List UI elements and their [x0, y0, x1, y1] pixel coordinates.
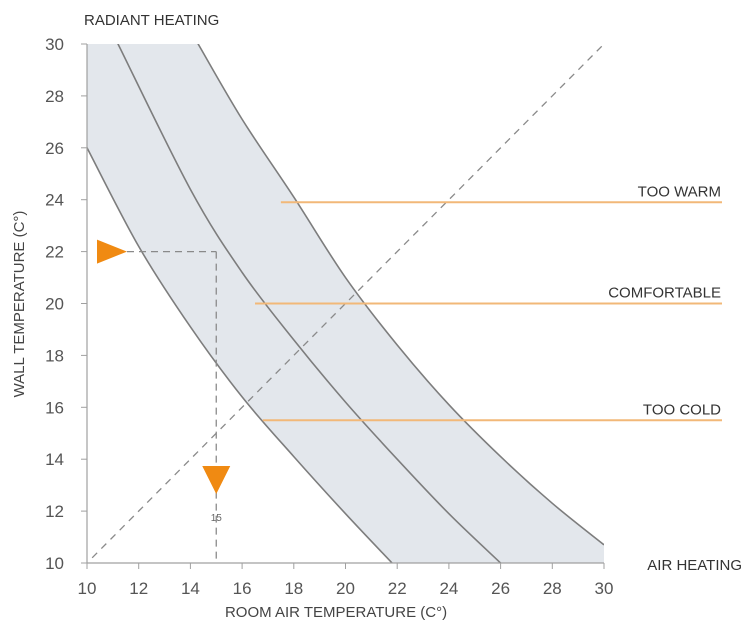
- y-tick-label: 26: [45, 139, 64, 158]
- y-axis-ticks: 10 12 14 16 18 20 22 24 26 28 30: [45, 35, 87, 573]
- comfortable-label: COMFORTABLE: [608, 285, 721, 302]
- y-tick-label: 16: [45, 398, 64, 417]
- y-tick-label: 18: [45, 346, 64, 365]
- air-temperature-marker-triangle: [202, 466, 231, 494]
- too-cold-label: TOO COLD: [643, 401, 721, 418]
- x-tick-label: 12: [129, 579, 148, 598]
- x-tick-label: 20: [336, 579, 355, 598]
- x-tick-label: 18: [284, 579, 303, 598]
- x-tick-label: 26: [491, 579, 510, 598]
- y-tick-label: 30: [45, 35, 64, 54]
- x-axis-title: ROOM AIR TEMPERATURE (C°): [225, 604, 447, 621]
- wall-temperature-marker-triangle: [97, 239, 127, 264]
- x-tick-label: 10: [78, 579, 97, 598]
- y-tick-label: 22: [45, 243, 64, 262]
- y-tick-label: 14: [45, 450, 64, 469]
- radiant-heating-label: RADIANT HEATING: [84, 12, 219, 29]
- y-tick-label: 10: [45, 554, 64, 573]
- example-value-label: 15: [211, 513, 223, 524]
- equal-temperature-diagonal: [91, 44, 604, 559]
- too-warm-label: TOO WARM: [638, 183, 721, 200]
- y-tick-label: 12: [45, 502, 64, 521]
- middle-comfort-curve: [117, 44, 502, 563]
- x-tick-label: 16: [233, 579, 252, 598]
- lower-comfort-curve: [87, 146, 393, 563]
- y-tick-label: 28: [45, 87, 64, 106]
- air-heating-label: AIR HEATING: [647, 557, 742, 574]
- y-tick-label: 24: [45, 191, 64, 210]
- x-tick-label: 28: [543, 579, 562, 598]
- x-tick-label: 24: [439, 579, 458, 598]
- upper-comfort-curve: [197, 44, 604, 546]
- x-axis-ticks: 10 12 14 16 18 20 22 24 26 28 30: [78, 563, 614, 598]
- x-tick-label: 22: [388, 579, 407, 598]
- y-axis-title: WALL TEMPERATURE (C°): [11, 211, 28, 398]
- x-tick-label: 30: [595, 579, 614, 598]
- y-tick-label: 20: [45, 295, 64, 314]
- x-tick-label: 14: [181, 579, 200, 598]
